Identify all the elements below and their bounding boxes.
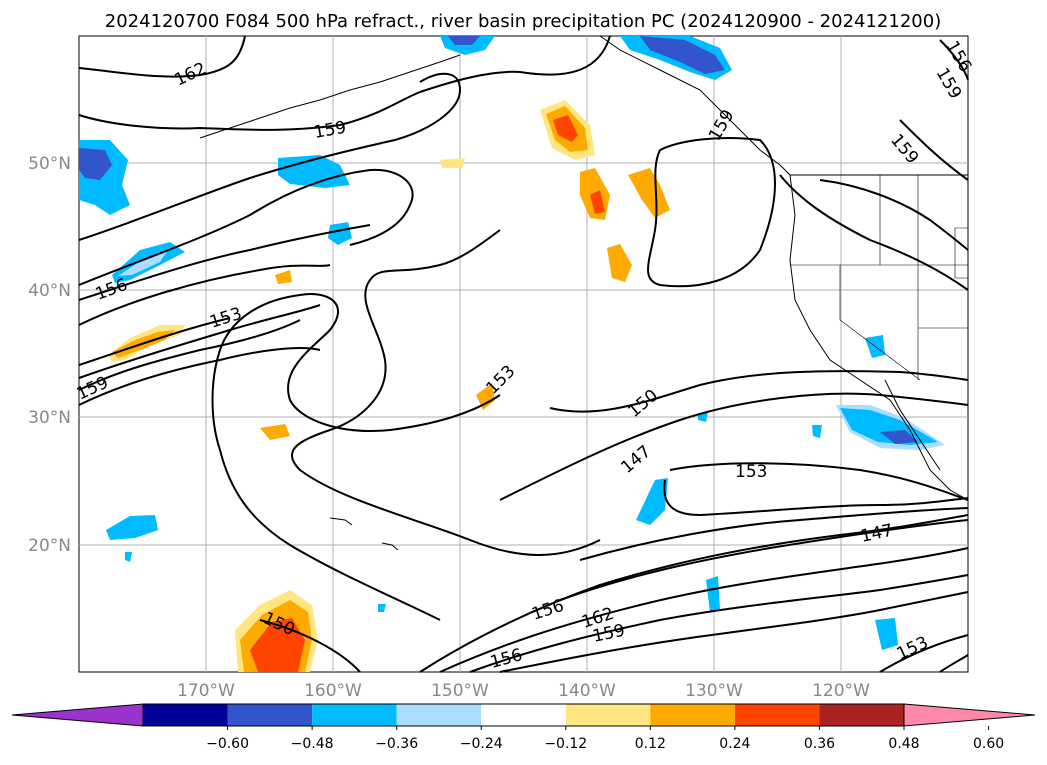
lon-tick-label: 150°W <box>431 681 489 701</box>
colorbar-segment <box>565 704 651 726</box>
colorbar-outline <box>142 703 905 727</box>
colorbar-extend-min <box>11 703 144 727</box>
lon-axis-labels: 170°W 160°W 150°W 140°W 130°W 120°W <box>177 681 870 701</box>
colorbar-tick-label: 0.24 <box>719 736 750 752</box>
colorbar-labels: −0.60 −0.48 −0.36 −0.24 −0.12 0.12 0.24 0.36 0.4… <box>206 726 1004 752</box>
lat-axis-labels: 50°N 40°N 30°N 20°N <box>28 154 71 556</box>
lat-tick-label: 30°N <box>28 408 71 428</box>
contour-label: 153 <box>735 462 767 482</box>
colorbar-segment <box>143 704 228 726</box>
lon-tick-label: 160°W <box>304 681 362 701</box>
figure-title: 2024120700 F084 500 hPa refract., river … <box>105 11 941 32</box>
coastlines <box>199 35 969 551</box>
refractivity-contours <box>78 35 969 673</box>
colorbar-tick-label: 0.48 <box>888 736 919 752</box>
colorbar-segment <box>650 704 735 726</box>
colorbar-tick-label: −0.48 <box>291 736 334 752</box>
map-panel: 162 159 156 153 159 159 159 159 156 153 … <box>28 35 975 701</box>
colorbar-segment <box>481 704 566 726</box>
colorbar-tick-label: −0.36 <box>375 736 418 752</box>
lat-tick-label: 50°N <box>28 154 71 174</box>
map-frame <box>78 35 969 673</box>
colorbar-tick-label: −0.12 <box>544 736 587 752</box>
colorbar-tick-label: −0.60 <box>206 736 249 752</box>
colorbar-segment <box>734 704 820 726</box>
lon-tick-label: 130°W <box>685 681 743 701</box>
colorbar-segment <box>396 704 482 726</box>
colorbar-segment <box>312 704 397 726</box>
colorbar-tick-label: 0.36 <box>804 736 835 752</box>
colorbar-segment <box>819 704 904 726</box>
lat-tick-label: 40°N <box>28 281 71 301</box>
gridlines <box>79 36 968 672</box>
lat-tick-label: 20°N <box>28 536 71 556</box>
lon-tick-label: 120°W <box>812 681 870 701</box>
lon-tick-label: 170°W <box>177 681 235 701</box>
colorbar: −0.60 −0.48 −0.36 −0.24 −0.12 0.12 0.24 0.36 0.4… <box>11 703 1036 752</box>
colorbar-segments <box>11 703 1036 727</box>
colorbar-extend-max <box>903 703 1036 727</box>
colorbar-tick-label: 0.60 <box>973 736 1004 752</box>
lon-tick-label: 140°W <box>558 681 616 701</box>
colorbar-tick-label: −0.24 <box>460 736 503 752</box>
colorbar-segment <box>227 704 313 726</box>
colorbar-tick-label: 0.12 <box>635 736 666 752</box>
